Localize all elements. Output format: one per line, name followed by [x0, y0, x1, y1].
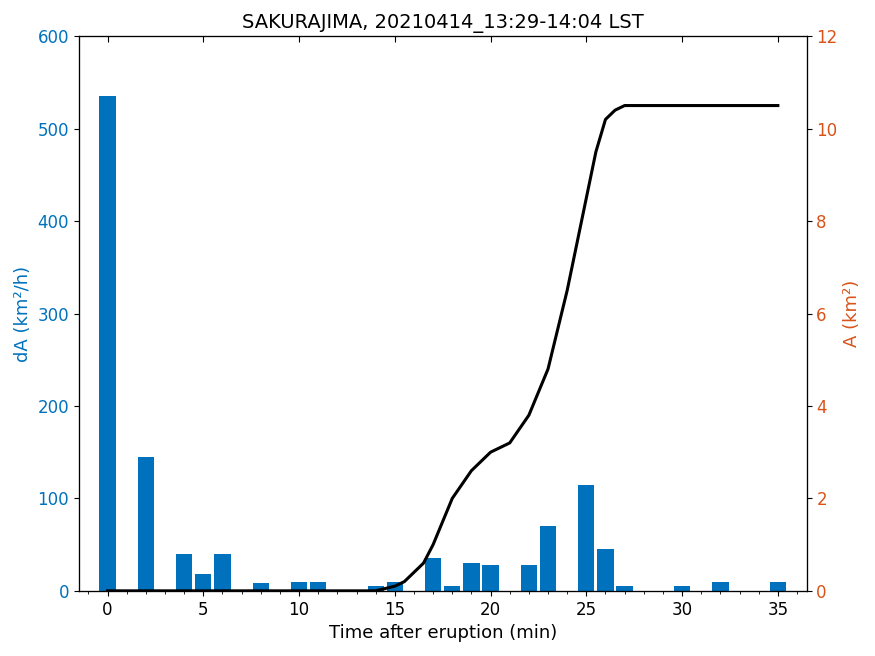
Bar: [214, 554, 231, 591]
Bar: [310, 582, 326, 591]
Bar: [617, 586, 633, 591]
Bar: [195, 574, 212, 591]
Bar: [387, 582, 403, 591]
Title: SAKURAJIMA, 20210414_13:29-14:04 LST: SAKURAJIMA, 20210414_13:29-14:04 LST: [242, 14, 644, 33]
Bar: [578, 485, 594, 591]
Bar: [521, 565, 537, 591]
Bar: [100, 96, 116, 591]
Bar: [770, 582, 786, 591]
X-axis label: Time after eruption (min): Time after eruption (min): [329, 624, 556, 642]
Bar: [290, 582, 307, 591]
Bar: [463, 563, 480, 591]
Bar: [482, 565, 499, 591]
Bar: [598, 549, 613, 591]
Bar: [253, 583, 269, 591]
Bar: [137, 457, 154, 591]
Y-axis label: dA (km²/h): dA (km²/h): [14, 266, 31, 361]
Bar: [444, 586, 460, 591]
Bar: [176, 554, 192, 591]
Bar: [425, 558, 441, 591]
Bar: [712, 582, 729, 591]
Bar: [674, 586, 690, 591]
Bar: [540, 526, 556, 591]
Bar: [368, 586, 384, 591]
Y-axis label: A (km²): A (km²): [844, 280, 861, 347]
